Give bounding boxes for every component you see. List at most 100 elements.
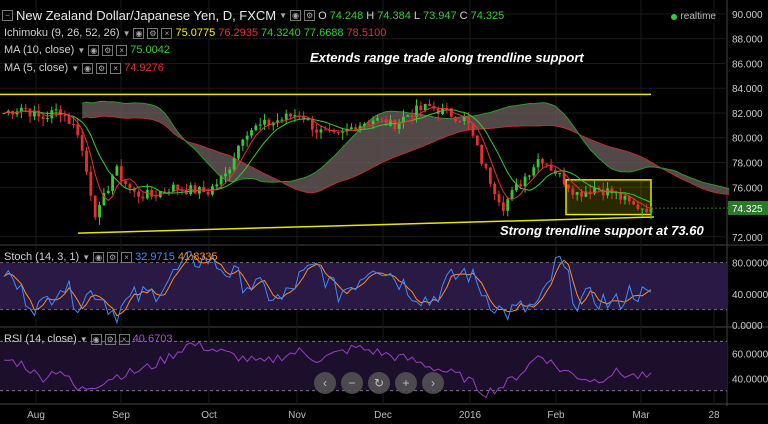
ma10-legend: MA (10, close) ▼ ◉ ⚙ × 75.0042	[4, 44, 170, 56]
visibility-icon[interactable]: ◉	[90, 333, 102, 345]
chevron-down-icon[interactable]: ▼	[82, 252, 91, 262]
candle-body	[224, 173, 227, 177]
chevron-down-icon[interactable]: ▼	[279, 11, 288, 20]
zoom-out-button[interactable]: −	[341, 372, 363, 394]
candle-body	[510, 190, 514, 200]
price-tick-label: 80.000	[732, 134, 763, 145]
visibility-icon[interactable]: ◉	[93, 251, 105, 263]
stoch-tick-label: 0.0000	[732, 321, 763, 332]
candle-body	[506, 199, 510, 211]
price-tick-label: 78.000	[732, 159, 763, 170]
stoch-k-line	[3, 251, 652, 325]
candle-body	[567, 184, 570, 189]
candle-body	[636, 204, 640, 210]
x-tick-label: Sep	[112, 410, 130, 421]
visibility-icon[interactable]: ◉	[290, 10, 302, 21]
settings-icon[interactable]: ⚙	[104, 333, 116, 345]
candle-body	[254, 125, 258, 131]
candle-body	[319, 129, 323, 133]
candle-body	[597, 187, 601, 190]
close-icon[interactable]: ×	[118, 333, 130, 345]
close-icon[interactable]: ×	[121, 251, 133, 263]
candle-body	[406, 115, 410, 117]
support-trendline	[77, 216, 655, 234]
candle-body	[493, 183, 497, 195]
candle-body	[562, 172, 566, 185]
close-icon[interactable]: ×	[116, 44, 128, 56]
visibility-icon[interactable]: ◉	[82, 62, 94, 74]
scroll-left-button[interactable]: ‹	[314, 372, 336, 394]
visibility-icon[interactable]: ◉	[88, 44, 100, 56]
price-tick-label: 72.000	[732, 233, 763, 244]
candle-body	[619, 192, 623, 200]
candle-body	[24, 107, 28, 109]
candle-body	[488, 167, 492, 184]
candle-body	[345, 129, 349, 131]
stoch-tick-label: 80.0000	[732, 259, 768, 270]
candle-body	[536, 159, 540, 168]
candle-body	[85, 150, 88, 172]
candle-body	[41, 116, 45, 120]
settings-icon[interactable]: ⚙	[107, 251, 119, 263]
candle-body	[436, 108, 440, 114]
candle-body	[558, 172, 562, 175]
candle-body	[206, 192, 210, 195]
low-value: 73.947	[423, 9, 457, 22]
chevron-down-icon[interactable]: ▼	[122, 28, 131, 38]
candle-body	[263, 119, 266, 125]
candle-body	[645, 208, 649, 213]
symbol-title[interactable]: New Zealand Dollar/Japanese Yen, D, FXCM	[16, 8, 277, 23]
candle-body	[228, 169, 232, 174]
symbol-header: − New Zealand Dollar/Japanese Yen, D, FX…	[2, 8, 504, 23]
candle-body	[458, 120, 462, 122]
candle-body	[80, 135, 84, 151]
collapse-icon[interactable]: −	[2, 10, 13, 21]
candle-body	[302, 115, 306, 120]
stoch-band	[0, 262, 727, 310]
chevron-down-icon[interactable]: ▼	[77, 45, 86, 55]
chevron-down-icon[interactable]: ▼	[79, 334, 88, 344]
reset-zoom-button[interactable]: ↻	[368, 372, 390, 394]
close-icon[interactable]: ×	[161, 27, 173, 39]
zoom-in-button[interactable]: +	[395, 372, 417, 394]
x-tick-label: 28	[708, 410, 720, 421]
candle-body	[115, 166, 119, 176]
candle-body	[102, 193, 106, 206]
candle-body	[571, 188, 575, 195]
candle-body	[545, 163, 549, 165]
candle-body	[54, 109, 58, 111]
candle-body	[167, 191, 171, 193]
price-tick-label: 76.000	[732, 183, 763, 194]
candle-body	[389, 119, 392, 126]
ma5-legend: MA (5, close) ▼ ◉ ⚙ × 74.9276	[4, 62, 164, 74]
ichimoku-span-b	[82, 115, 730, 195]
last-price-label: 74.325	[732, 204, 763, 215]
settings-icon[interactable]: ⚙	[147, 27, 159, 39]
close-icon[interactable]: ×	[110, 62, 122, 74]
x-tick-label: Dec	[374, 410, 392, 421]
settings-icon[interactable]: ⚙	[102, 44, 114, 56]
candle-body	[19, 107, 23, 112]
candle-body	[315, 129, 319, 133]
candle-body	[124, 180, 127, 184]
candle-body	[132, 188, 136, 192]
settings-icon[interactable]: ⚙	[96, 62, 108, 74]
candle-body	[237, 145, 240, 159]
scroll-right-button[interactable]: ›	[422, 372, 444, 394]
candle-body	[276, 120, 279, 123]
x-tick-label: Nov	[288, 410, 306, 421]
candle-body	[50, 110, 54, 119]
candle-body	[454, 116, 457, 121]
chevron-down-icon[interactable]: ▼	[71, 63, 80, 73]
candle-body	[98, 205, 101, 218]
settings-icon[interactable]: ⚙	[304, 10, 316, 21]
candle-body	[46, 118, 49, 120]
ichimoku-label[interactable]: Ichimoku (9, 26, 52, 26)	[4, 27, 120, 39]
candle-body	[371, 120, 375, 125]
visibility-icon[interactable]: ◉	[133, 27, 145, 39]
candle-body	[32, 110, 36, 117]
candle-body	[150, 189, 154, 197]
price-tick-label: 90.000	[732, 10, 763, 21]
candle-body	[284, 113, 288, 120]
